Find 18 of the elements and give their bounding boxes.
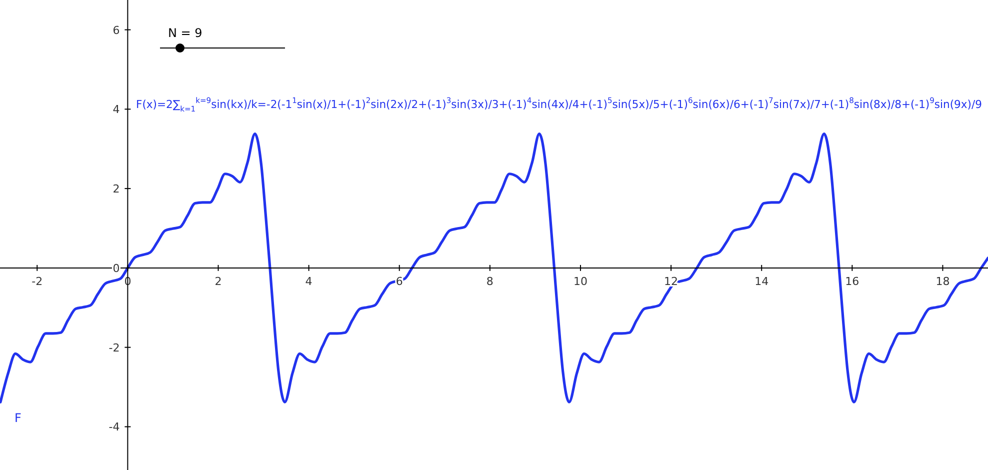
x-tick-label: 8 (486, 274, 494, 288)
series-label: F (14, 411, 22, 426)
x-tick-label: 4 (305, 274, 312, 288)
x-tick-label: -2 (32, 274, 43, 288)
text: F(x)=2∑$_{k=1}$$^{k=9}$sin(kx)/k=-2(-1$^{1}$sin(x)/1+(-1)$^{2}$sin(2x)/2+(-1)$^{3}$sin(3x)/3+(-1)$^{4}$sin(4x)/4+(-1)$^{5}$sin(5x)/5+(-1)$^{6}$sin(6x)/6+(-1)$^{7}$sin(7x)/7+(-1)$^{8}$sin(8x)/8+(-1)$^{9}$sin(9x)/9 (136, 96, 983, 114)
annotation: N = 9 (168, 26, 202, 40)
x-tick-label: 14 (754, 274, 769, 288)
line-series (0, 132, 988, 404)
x-tick-label: 12 (664, 274, 678, 288)
y-tick-label: 2 (112, 182, 120, 196)
y-tick-label: 6 (112, 24, 120, 37)
x-tick-label: 10 (573, 274, 588, 288)
x-tick-label: 16 (845, 274, 860, 288)
x-tick-label: 18 (936, 274, 950, 288)
x-tick-label: 2 (214, 274, 222, 288)
y-tick-label: -4 (108, 420, 120, 434)
y-tick-label: -2 (108, 341, 120, 354)
y-tick-label: 4 (112, 103, 120, 116)
